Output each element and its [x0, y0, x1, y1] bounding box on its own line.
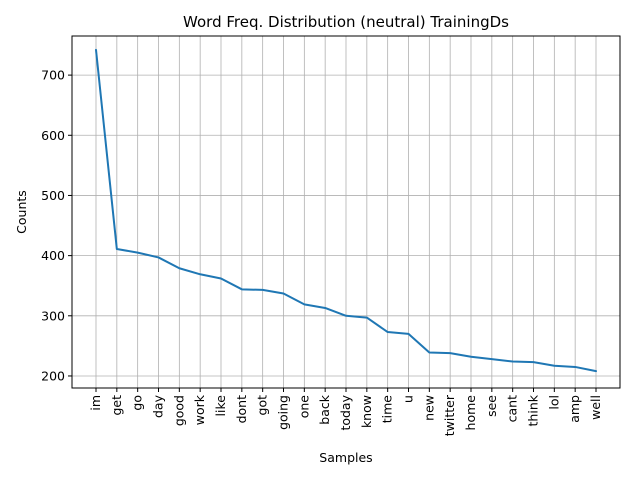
- y-tick-label: 600: [41, 128, 65, 143]
- x-tick-label: u: [401, 395, 416, 403]
- x-tick-label: home: [463, 395, 478, 431]
- x-tick-label: lol: [546, 395, 561, 410]
- x-tick-label: good: [171, 395, 186, 426]
- x-tick-label: today: [338, 394, 353, 430]
- y-tick-label: 400: [41, 248, 65, 263]
- x-tick-label: go: [130, 395, 145, 411]
- x-tick-label: back: [317, 394, 332, 424]
- y-axis-label: Counts: [14, 190, 29, 234]
- grid-lines: [72, 36, 620, 388]
- x-tick-label: think: [526, 394, 541, 426]
- x-axis: im get go day good work like dont got going one bac…: [88, 388, 603, 436]
- x-tick-label: going: [276, 395, 291, 430]
- y-tick-label: 700: [41, 68, 65, 83]
- x-tick-label: day: [151, 394, 166, 418]
- y-tick-label: 300: [41, 308, 65, 323]
- x-tick-label: got: [255, 395, 270, 416]
- x-tick-label: see: [484, 395, 499, 417]
- x-tick-label: new: [421, 395, 436, 421]
- x-tick-label: like: [213, 395, 228, 417]
- x-tick-label: one: [296, 395, 311, 419]
- x-tick-label: dont: [234, 395, 249, 424]
- x-tick-label: work: [192, 394, 207, 425]
- x-tick-label: well: [588, 395, 603, 420]
- y-tick-label: 200: [41, 368, 65, 383]
- x-tick-label: cant: [505, 395, 520, 422]
- chart-title: Word Freq. Distribution (neutral) Traini…: [183, 13, 509, 31]
- y-axis: 200 300 400 500 600 700: [41, 68, 72, 383]
- x-tick-label: im: [88, 395, 103, 411]
- x-tick-label: get: [109, 395, 124, 416]
- x-tick-label: time: [380, 395, 395, 424]
- x-axis-label: Samples: [319, 450, 372, 465]
- x-tick-label: know: [359, 395, 374, 428]
- y-tick-label: 500: [41, 188, 65, 203]
- series-line-counts: [95, 48, 597, 373]
- x-tick-label: amp: [567, 395, 582, 423]
- x-tick-label: twitter: [442, 394, 457, 436]
